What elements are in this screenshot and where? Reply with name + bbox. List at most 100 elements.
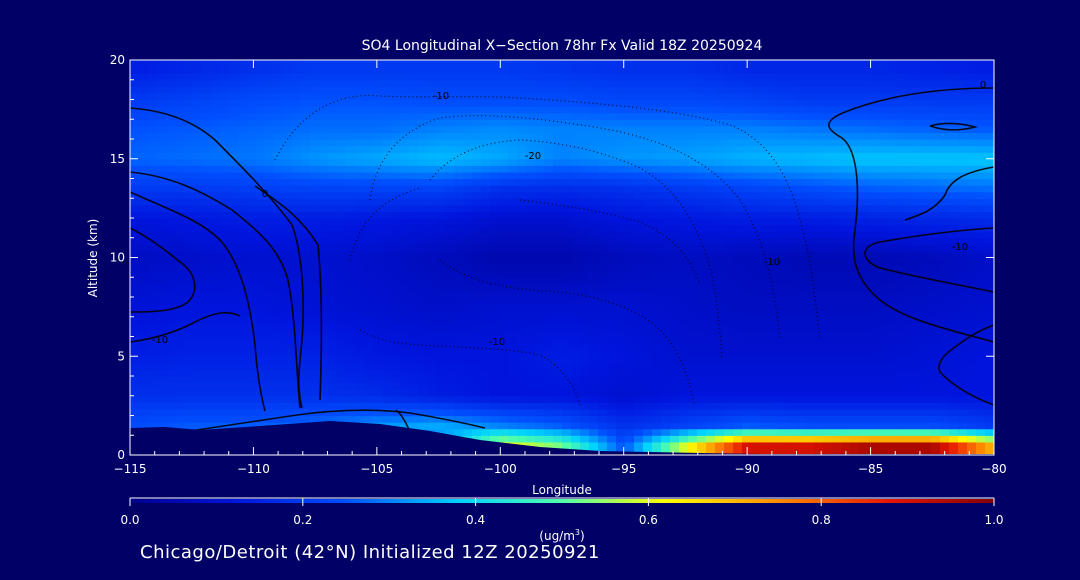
heat-cell	[886, 139, 896, 147]
heat-cell	[310, 171, 320, 180]
heat-cell	[481, 356, 491, 364]
heat-cell	[319, 139, 329, 147]
heat-cell	[544, 428, 554, 436]
heat-cell	[274, 185, 284, 193]
heat-cell	[607, 402, 617, 410]
heat-cell	[553, 283, 563, 292]
heat-cell	[733, 382, 743, 390]
heat-cell	[877, 145, 887, 153]
heat-cell	[229, 395, 239, 403]
heat-cell	[463, 119, 473, 127]
heat-cell	[229, 185, 239, 193]
heat-cell	[697, 448, 707, 455]
heat-cell	[832, 389, 842, 397]
heat-cell	[895, 244, 905, 252]
heat-cell	[634, 145, 644, 153]
heat-cell	[175, 310, 185, 318]
heat-cell	[229, 244, 239, 252]
heat-cell	[832, 316, 842, 324]
heat-cell	[256, 290, 266, 298]
heat-cell	[778, 152, 788, 160]
heat-cell	[157, 329, 167, 338]
heat-cell	[526, 198, 536, 206]
heat-cell	[382, 376, 392, 384]
heat-cell	[346, 231, 356, 239]
heat-cell	[463, 264, 473, 272]
heat-cell	[769, 349, 779, 357]
heat-cell	[544, 270, 554, 278]
heat-cell	[850, 145, 860, 153]
heat-cell	[634, 402, 644, 410]
heat-cell	[796, 112, 806, 120]
heat-cell	[850, 349, 860, 357]
heat-cell	[337, 250, 347, 259]
heat-cell	[337, 218, 347, 226]
heat-cell	[571, 132, 581, 140]
heat-cell	[931, 250, 941, 259]
heat-cell	[931, 158, 941, 166]
heat-cell	[868, 329, 878, 338]
heat-cell	[796, 356, 806, 364]
heat-cell	[517, 389, 527, 397]
heat-cell	[958, 250, 968, 259]
heat-cell	[598, 270, 608, 278]
heat-cell	[976, 343, 986, 351]
heat-cell	[661, 343, 671, 351]
heat-cell	[553, 250, 563, 259]
heat-cell	[265, 244, 275, 252]
heat-cell	[886, 224, 896, 232]
heat-cell	[445, 356, 455, 364]
heat-cell	[868, 211, 878, 219]
heat-cell	[346, 336, 356, 344]
heat-cell	[157, 343, 167, 351]
heat-cell	[139, 145, 149, 153]
heat-cell	[976, 171, 986, 180]
heat-cell	[499, 264, 509, 272]
heat-cell	[706, 204, 716, 213]
heat-cell	[715, 152, 725, 160]
heat-cell	[382, 303, 392, 311]
heat-cell	[283, 343, 293, 351]
heat-cell	[607, 428, 617, 436]
heat-cell	[481, 231, 491, 239]
heat-cell	[238, 270, 248, 278]
heat-cell	[508, 356, 518, 364]
heat-cell	[823, 408, 833, 417]
heat-cell	[373, 204, 383, 213]
heat-cell	[841, 264, 851, 272]
heat-cell	[679, 356, 689, 364]
heat-cell	[265, 290, 275, 298]
heat-cell	[157, 132, 167, 140]
heat-cell	[787, 422, 797, 430]
heat-cell	[283, 171, 293, 180]
heat-cell	[679, 218, 689, 226]
heat-cell	[841, 290, 851, 298]
heat-cell	[787, 389, 797, 397]
heat-cell	[796, 382, 806, 390]
heat-cell	[796, 244, 806, 252]
heat-cell	[679, 441, 689, 450]
heat-cell	[796, 152, 806, 160]
heat-cell	[355, 244, 365, 252]
heat-cell	[319, 119, 329, 127]
heat-cell	[418, 244, 428, 252]
heat-cell	[985, 422, 994, 430]
heat-cell	[571, 218, 581, 226]
heat-cell	[373, 303, 383, 311]
heat-cell	[706, 125, 716, 134]
heat-cell	[427, 376, 437, 384]
heat-cell	[616, 376, 626, 384]
heat-cell	[256, 237, 266, 245]
heat-cell	[256, 152, 266, 160]
heat-cell	[679, 362, 689, 371]
heat-cell	[238, 218, 248, 226]
heat-cell	[355, 389, 365, 397]
heat-cell	[310, 297, 320, 305]
heat-cell	[391, 250, 401, 259]
heat-cell	[400, 257, 410, 265]
heat-cell	[877, 198, 887, 206]
heat-cell	[382, 389, 392, 397]
heat-cell	[949, 224, 959, 232]
heat-cell	[490, 297, 500, 305]
heat-cell	[769, 343, 779, 351]
